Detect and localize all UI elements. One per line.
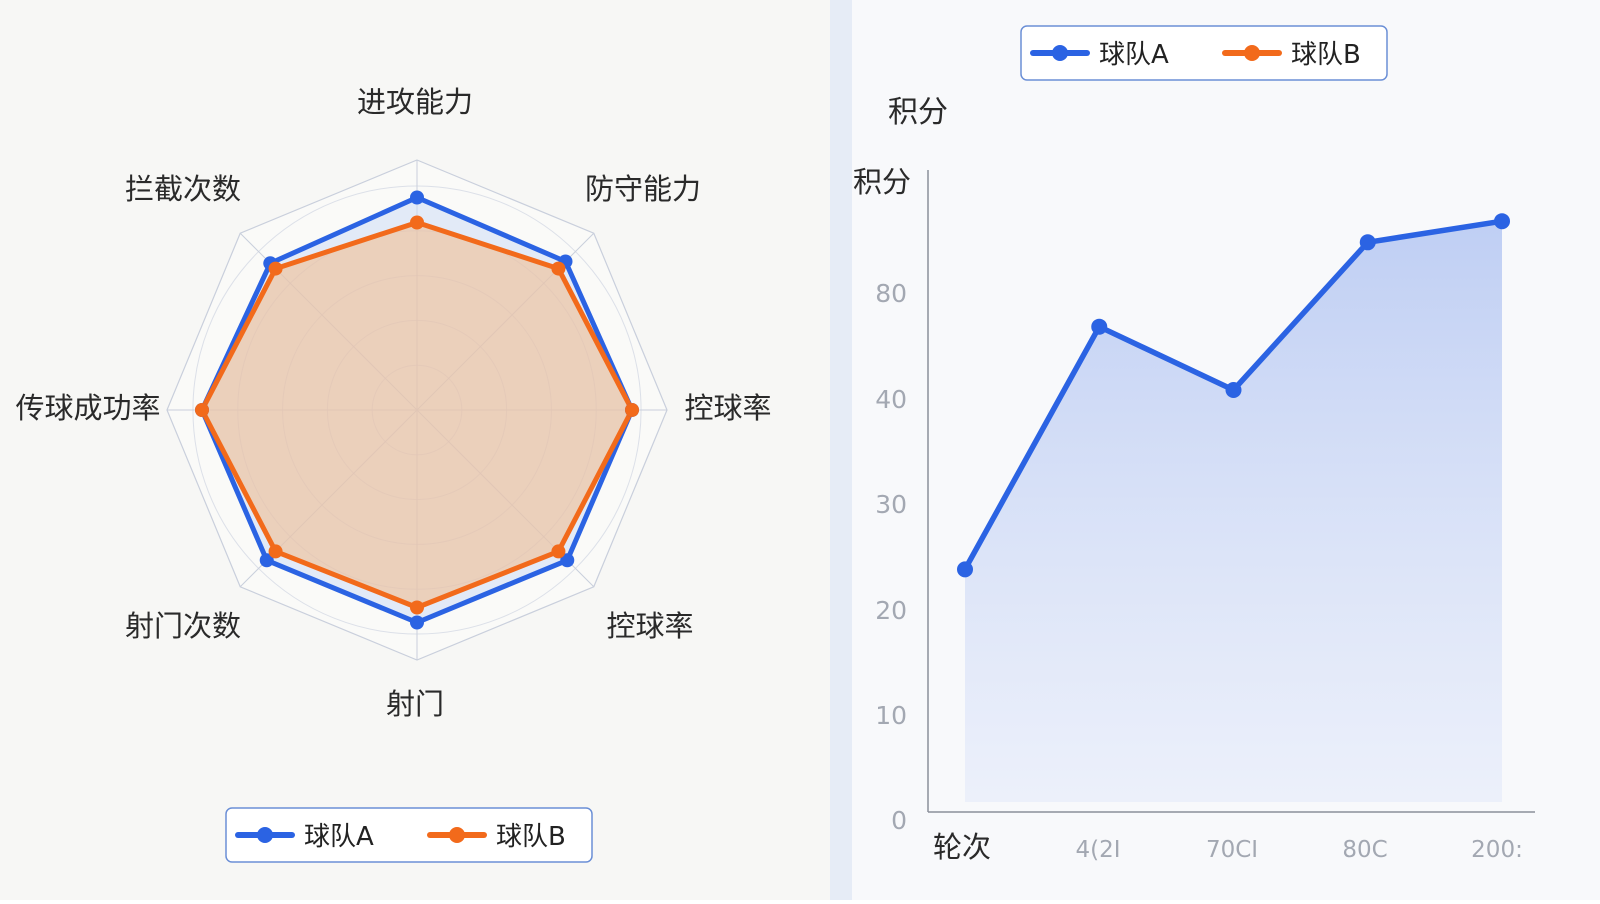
x-tick-label-3: 80C — [1342, 837, 1387, 863]
radar-axis-label-5: 射门 — [386, 687, 444, 721]
series-1-point-4 — [1359, 234, 1376, 251]
radar-series-1-point-5 — [410, 615, 424, 630]
line-legend-swatch-dot-2 — [1244, 45, 1260, 61]
y-tick-label-6: 80 — [875, 279, 907, 308]
radar-series-2-point-2 — [551, 261, 566, 276]
line-legend-swatch-dot-1 — [1052, 45, 1068, 61]
x-tick-label-4: 200: — [1471, 837, 1523, 863]
radar-series-1-point-4 — [560, 553, 575, 568]
x-tick-label-2: 70CI — [1206, 837, 1258, 863]
series-1-point-5 — [1494, 213, 1510, 230]
radar-series-2-point-7 — [195, 403, 209, 417]
line-legend-label-2: 球队B — [1291, 40, 1361, 70]
radar-series-2-point-1 — [410, 215, 424, 230]
y-axis-title: 积分 — [853, 165, 911, 199]
y-tick-label-1: 0 — [891, 806, 907, 835]
y-tick-label-3: 20 — [875, 596, 907, 625]
radar-series-2-point-5 — [410, 600, 424, 615]
radar-series-2-point-6 — [268, 544, 283, 559]
radar-axis-label-2: 防守能力 — [585, 172, 701, 206]
radar-series-1-point-1 — [410, 190, 424, 205]
x-axis-title: 轮次 — [933, 830, 991, 864]
radar-axis-label-7: 传球成功率 — [15, 391, 160, 425]
series-1-point-1 — [957, 561, 973, 578]
radar-series-2-point-3 — [625, 403, 639, 417]
series-1-point-2 — [1091, 318, 1108, 335]
radar-legend-swatch-dot-2 — [449, 827, 465, 843]
radar-axis-label-6: 射门次数 — [125, 609, 241, 643]
x-tick-label-1: 4(2I — [1075, 837, 1120, 863]
radar-axis-label-1: 进攻能力 — [357, 85, 473, 119]
radar-axis-label-4: 控球率 — [606, 609, 693, 643]
y-tick-label-4: 30 — [875, 490, 907, 519]
radar-axis-label-3: 控球率 — [684, 391, 771, 425]
chart-title: 积分 — [888, 95, 948, 130]
radar-legend-label-1: 球队A — [304, 822, 374, 852]
radar-legend: 球队A 球队B — [225, 807, 593, 863]
radar-series-2-point-4 — [551, 544, 566, 559]
line-legend-frame — [1020, 25, 1388, 81]
y-tick-label-5: 40 — [875, 385, 907, 414]
radar-legend-swatch-dot-1 — [257, 827, 273, 843]
radar-axis-label-8: 拦截次数 — [125, 172, 241, 206]
radar-legend-label-2: 球队B — [496, 822, 566, 852]
panel-divider — [830, 0, 852, 900]
radar-series-2-point-8 — [268, 261, 283, 276]
line-legend-label-1: 球队A — [1099, 40, 1169, 70]
radar-legend-frame — [225, 807, 593, 863]
radar-series-1-point-6 — [259, 553, 274, 568]
y-tick-label-2: 10 — [875, 701, 907, 730]
line-chart-legend: 球队A 球队B — [1020, 25, 1388, 81]
series-1-point-3 — [1225, 382, 1242, 398]
series-1-area — [965, 221, 1502, 802]
